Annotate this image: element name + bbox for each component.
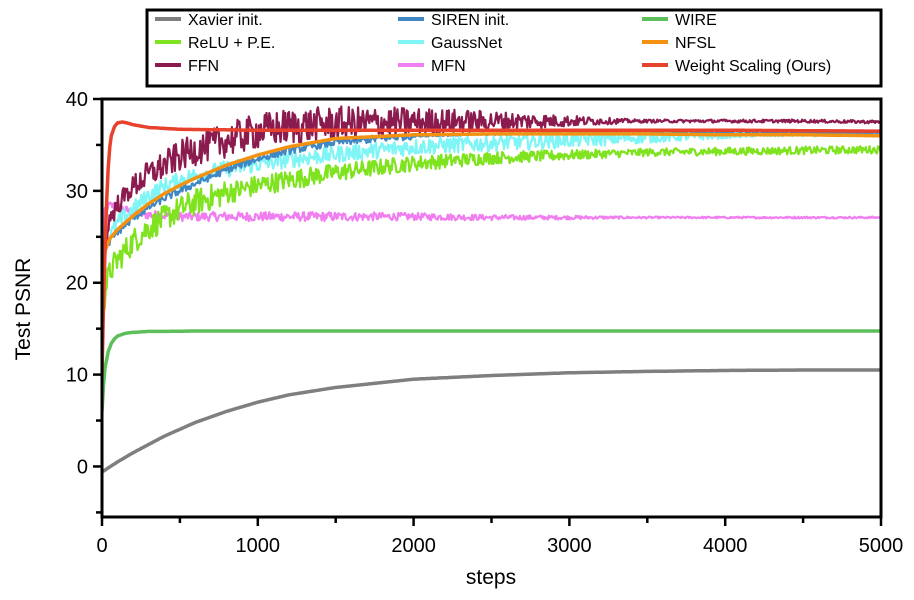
legend-label-xavier-init: Xavier init.: [188, 12, 263, 29]
x-tick-label: 3000: [547, 535, 592, 557]
x-tick-label: 4000: [703, 535, 748, 557]
y-tick-label: 0: [77, 456, 88, 478]
legend: Xavier init. ReLU + P.E. FFN SIREN init. Gau…: [145, 8, 883, 88]
legend-label-gaussnet: GaussNet: [431, 35, 503, 52]
legend-label-siren-init: SIREN init.: [431, 12, 509, 29]
legend-label-weight-scaling-ours: Weight Scaling (Ours): [675, 58, 831, 75]
legend-label-nfsl: NFSL: [675, 35, 716, 52]
series-line-nfsl: [102, 132, 881, 283]
y-tick-label: 40: [66, 89, 88, 111]
legend-label-wire: WIRE: [675, 12, 717, 29]
x-tick-label: 5000: [859, 535, 904, 557]
legend-label-relu-p-e: ReLU + P.E.: [188, 35, 275, 52]
series-line-wire: [102, 329, 881, 412]
y-axis-label: Test PSNR: [12, 258, 35, 361]
x-tick-label: 1000: [236, 535, 281, 557]
legend-label-ffn: FFN: [188, 58, 219, 75]
series-line-mfn: [102, 201, 881, 245]
x-tick-label: 2000: [391, 535, 436, 557]
legend-label-mfn: MFN: [431, 58, 466, 75]
y-tick-label: 10: [66, 365, 88, 387]
y-tick-label: 30: [66, 181, 88, 203]
y-tick-label: 20: [66, 273, 88, 295]
series-line-xavier-init: [102, 368, 881, 474]
series-line-weight-scaling-ours: [102, 120, 881, 375]
series-line-relu-p-e: [102, 145, 881, 318]
x-tick-label: 0: [96, 535, 107, 557]
legend-frame: [145, 8, 883, 88]
plot-area: 0 1000 2000 3000 4000 5000 0 10 20 30 40: [66, 89, 904, 557]
x-axis-label: steps: [466, 566, 516, 589]
